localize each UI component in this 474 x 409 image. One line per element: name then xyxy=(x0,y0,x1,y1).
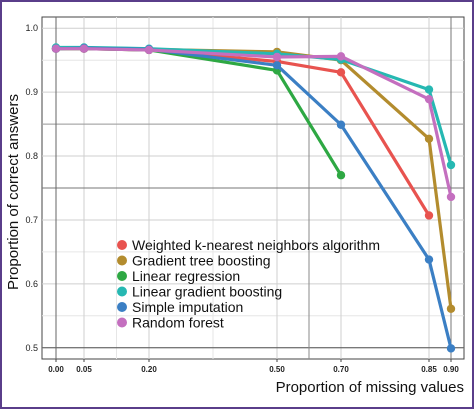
y-tick-label: 1.0 xyxy=(25,23,38,33)
legend-item: Gradient tree boosting xyxy=(117,253,271,269)
data-point xyxy=(446,304,456,313)
legend-label: Random forest xyxy=(132,315,224,331)
legend-label: Simple imputation xyxy=(132,299,243,315)
data-point xyxy=(272,61,282,70)
legend-label: Linear gradient boosting xyxy=(132,284,282,300)
data-point xyxy=(51,44,61,53)
x-tick-label: 0.05 xyxy=(76,365,92,374)
x-tick-label: 0.20 xyxy=(141,365,157,374)
legend-item: Simple imputation xyxy=(117,299,243,315)
data-point xyxy=(79,44,89,53)
y-tick-label: 0.5 xyxy=(25,343,38,353)
legend-item: Weighted k-nearest neighbors algorithm xyxy=(117,237,380,253)
legend-marker xyxy=(117,302,127,312)
legend-label: Gradient tree boosting xyxy=(132,253,271,269)
series-layer xyxy=(51,43,456,353)
data-point xyxy=(336,68,346,77)
data-point xyxy=(336,120,346,129)
legend-label: Weighted k-nearest neighbors algorithm xyxy=(132,237,380,253)
data-point xyxy=(446,344,456,353)
data-point xyxy=(424,255,434,264)
y-axis-ticks: 1.0 0.9 0.8 0.7 0.6 0.5 xyxy=(25,23,38,353)
legend-marker xyxy=(117,255,127,266)
x-axis-title: Proportion of missing values xyxy=(276,379,464,396)
x-axis-ticks: 0.00 0.05 0.20 0.50 0.70 0.85 0.90 xyxy=(48,359,459,374)
data-point xyxy=(336,52,346,61)
legend: Weighted k-nearest neighbors algorithmGr… xyxy=(117,237,380,331)
grid xyxy=(42,17,464,359)
data-point xyxy=(446,192,456,202)
data-point xyxy=(424,94,434,104)
legend-item: Random forest xyxy=(117,315,224,331)
y-tick-label: 0.8 xyxy=(25,151,38,161)
series-random-forest xyxy=(51,44,456,202)
x-tick-label: 0.70 xyxy=(333,365,349,374)
data-point xyxy=(424,134,434,143)
y-axis-title: Proportion of correct answers xyxy=(5,94,22,290)
y-tick-label: 0.9 xyxy=(25,87,38,97)
legend-marker xyxy=(117,317,127,328)
y-tick-label: 0.6 xyxy=(25,279,38,289)
legend-marker xyxy=(117,271,127,281)
legend-marker xyxy=(117,240,127,250)
legend-marker xyxy=(117,286,127,297)
data-point xyxy=(336,171,346,180)
x-tick-label: 0.85 xyxy=(421,365,437,374)
data-point xyxy=(144,45,154,55)
legend-label: Linear regression xyxy=(132,268,240,284)
x-tick-label: 0.00 xyxy=(48,365,64,374)
data-point xyxy=(272,52,282,62)
x-tick-label: 0.90 xyxy=(443,365,459,374)
legend-item: Linear gradient boosting xyxy=(117,284,282,300)
y-tick-label: 0.7 xyxy=(25,215,38,225)
data-point xyxy=(424,211,434,220)
x-tick-label: 0.50 xyxy=(269,365,285,374)
legend-item: Linear regression xyxy=(117,268,240,284)
data-point xyxy=(446,160,456,170)
data-point xyxy=(424,85,434,94)
